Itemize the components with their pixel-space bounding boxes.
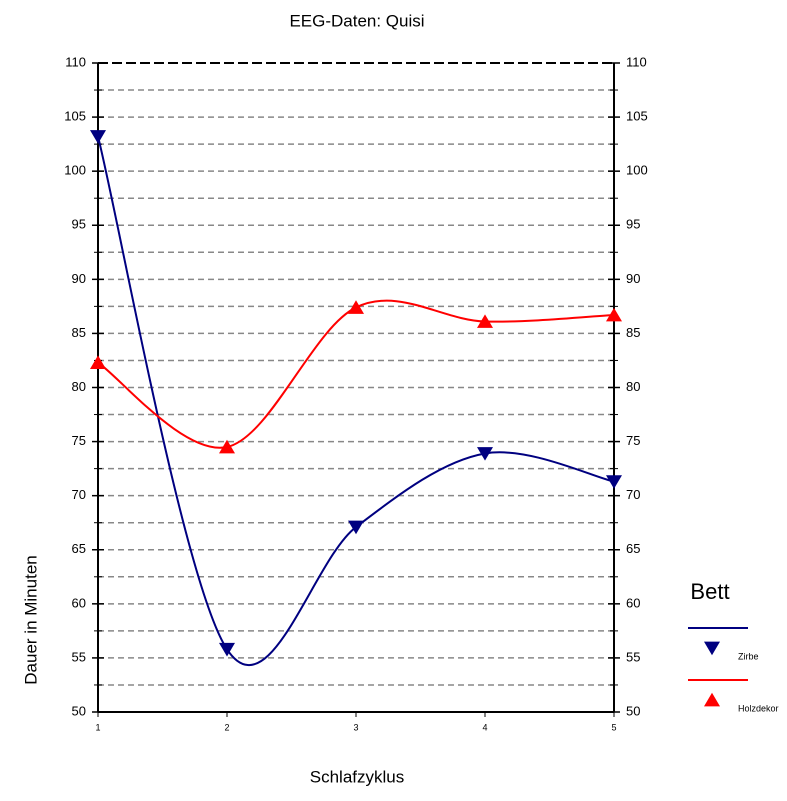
chart-title: EEG-Daten: Quisi: [289, 11, 424, 30]
series-line: [97, 299, 615, 449]
legend-label: Holzdekor: [738, 703, 779, 713]
y2-tick-label: 80: [626, 379, 640, 394]
legend-marker: [704, 641, 720, 656]
y-tick-label: 85: [72, 325, 86, 340]
legend-marker: [704, 692, 720, 707]
marker: [90, 355, 106, 370]
y2-tick-label: 95: [626, 217, 640, 232]
y-axis-label: Dauer in Minuten: [21, 555, 40, 684]
x-tick-label: 2: [224, 722, 229, 732]
marker: [606, 307, 622, 322]
y-tick-label: 75: [72, 433, 86, 448]
marker: [219, 642, 235, 657]
y-tick-label: 90: [72, 271, 86, 286]
y2-tick-label: 105: [626, 109, 648, 124]
y2-tick-label: 70: [626, 487, 640, 502]
y-tick-label: 110: [65, 54, 86, 69]
x-tick-label: 4: [482, 722, 487, 732]
y-tick-label: 50: [72, 703, 86, 718]
series-line: [97, 136, 615, 667]
legend-label: Zirbe: [738, 651, 759, 661]
y-tick-label: 55: [72, 649, 86, 664]
y2-tick-label: 65: [626, 541, 640, 556]
x-tick-label: 5: [611, 722, 616, 732]
y2-tick-label: 90: [626, 271, 640, 286]
y2-tick-label: 100: [626, 163, 648, 178]
marker: [606, 475, 622, 489]
y2-tick-label: 75: [626, 433, 640, 448]
x-tick-label: 1: [95, 722, 100, 732]
legend-title: Bett: [690, 579, 729, 604]
marker: [219, 439, 235, 454]
y-tick-label: 65: [72, 541, 86, 556]
y-tick-label: 100: [64, 163, 86, 178]
x-axis-label: Schlafzyklus: [310, 767, 404, 786]
y2-tick-label: 60: [626, 595, 640, 610]
y-tick-label: 80: [72, 379, 86, 394]
y2-tick-label: 110: [626, 54, 647, 69]
y2-tick-label: 55: [626, 649, 640, 664]
y-tick-label: 60: [72, 595, 86, 610]
marker: [477, 447, 493, 461]
y-tick-label: 70: [72, 487, 86, 502]
marker: [477, 314, 493, 328]
x-tick-label: 3: [353, 722, 358, 732]
y2-tick-label: 50: [626, 703, 640, 718]
marker: [348, 300, 364, 314]
marker: [90, 130, 106, 144]
y-tick-label: 95: [72, 217, 86, 232]
y-tick-label: 105: [64, 109, 86, 124]
y2-tick-label: 85: [626, 325, 640, 340]
marker: [348, 520, 364, 535]
